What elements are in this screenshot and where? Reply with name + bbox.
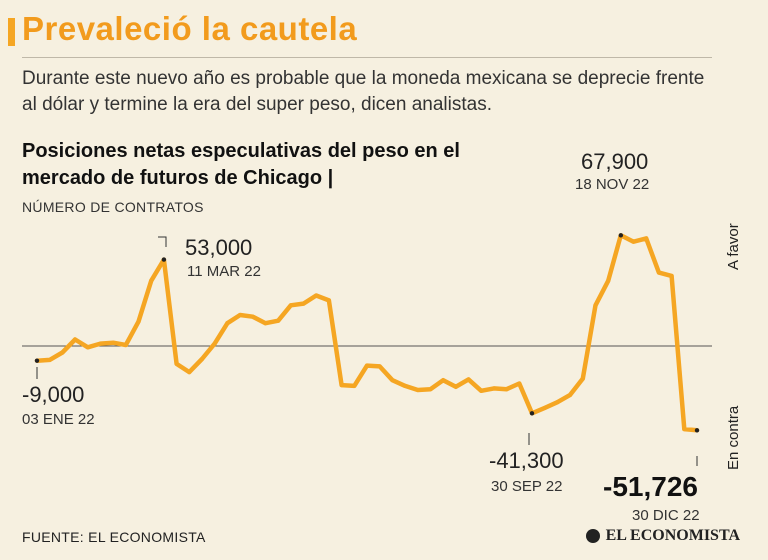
annotation-dot <box>529 411 535 416</box>
data-point <box>339 383 344 388</box>
annotation-date-max-mar: 11 MAR 22 <box>187 263 261 280</box>
annotation-date-end: 30 DIC 22 <box>632 507 700 524</box>
data-point <box>288 303 293 308</box>
annotation-dot <box>161 257 167 262</box>
data-point <box>365 363 369 368</box>
data-point <box>542 405 547 410</box>
series-line <box>34 233 700 433</box>
data-point <box>200 357 204 362</box>
data-point <box>326 298 331 303</box>
annotation-dot <box>34 358 40 363</box>
annotation-date-max-nov: 18 NOV 22 <box>575 176 649 193</box>
annotation-value-max-nov: 67,900 <box>581 149 648 174</box>
data-point <box>352 383 357 388</box>
title-accent-bar <box>8 18 15 46</box>
data-point <box>479 388 484 393</box>
dek: Durante este nuevo año es probable que l… <box>22 68 705 115</box>
data-point <box>517 381 522 386</box>
annotation-dot <box>694 428 700 433</box>
data-point <box>555 400 560 405</box>
data-point <box>314 293 319 298</box>
data-point <box>606 278 611 283</box>
annotation-value-end: -51,726 <box>603 471 698 502</box>
data-point <box>85 345 90 350</box>
data-point <box>415 388 420 393</box>
brand-name: EL ECONOMISTA <box>605 527 740 544</box>
data-point <box>174 361 179 366</box>
annotation-value-start: -9,000 <box>22 382 84 407</box>
data-point <box>238 313 243 318</box>
data-point <box>669 273 674 278</box>
data-point <box>187 370 192 375</box>
data-point <box>73 337 78 342</box>
data-point <box>136 319 141 324</box>
side-label-favor: A favor <box>725 223 742 270</box>
data-point <box>568 392 573 397</box>
data-point <box>98 341 103 346</box>
data-point <box>250 314 255 319</box>
data-point <box>212 341 217 346</box>
annotation-leader-max-mar <box>158 236 167 247</box>
data-point <box>377 364 382 369</box>
data-point <box>47 357 52 362</box>
data-point <box>491 386 496 391</box>
data-point <box>656 270 661 275</box>
data-point <box>631 239 636 244</box>
data-point <box>301 301 306 306</box>
headline: Prevaleció la cautela <box>22 10 358 47</box>
data-point <box>580 376 585 381</box>
side-label-contra: En contra <box>725 405 742 470</box>
annotation-dot <box>618 233 624 238</box>
data-point <box>225 321 230 326</box>
annotation-date-start: 03 ENE 22 <box>22 411 95 428</box>
data-point <box>644 236 649 241</box>
data-point <box>403 383 408 388</box>
brand-mark-icon <box>585 529 600 543</box>
annotation-value-max-mar: 53,000 <box>185 235 252 260</box>
chart-subtitle: NÚMERO DE CONTRATOS <box>22 199 204 215</box>
data-point <box>276 318 281 323</box>
data-point <box>441 378 446 383</box>
brand-logo: EL ECONOMISTA <box>585 527 740 545</box>
data-point <box>466 377 471 382</box>
data-point <box>428 387 433 392</box>
annotation-value-min-sep: -41,300 <box>489 448 564 473</box>
data-point <box>682 427 687 432</box>
source-note: FUENTE: EL ECONOMISTA <box>22 529 206 545</box>
chart-title: Posiciones netas especulativas del peso … <box>22 140 460 189</box>
data-point <box>60 350 65 355</box>
data-point <box>504 387 509 392</box>
header-divider <box>22 57 712 58</box>
data-point <box>390 378 395 383</box>
data-point <box>123 343 128 348</box>
data-point <box>453 384 458 389</box>
data-point <box>593 303 598 308</box>
data-point <box>263 321 268 326</box>
data-point <box>111 340 116 345</box>
annotation-date-min-sep: 30 SEP 22 <box>491 478 562 495</box>
data-point <box>149 278 154 283</box>
